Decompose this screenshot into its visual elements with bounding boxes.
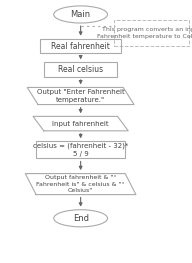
Text: Real fahrenheit: Real fahrenheit: [51, 42, 110, 50]
Text: This program converts an input
Fahrenheit temperature to Celsius.: This program converts an input Fahrenhei…: [97, 27, 192, 39]
Text: Output "Enter Fahrenheit
temperature.": Output "Enter Fahrenheit temperature.": [37, 89, 125, 103]
Text: Main: Main: [71, 10, 91, 19]
Text: Output fahrenheit & "°
Fahrenheit is" & celsius & "°
Celsius": Output fahrenheit & "° Fahrenheit is" & …: [36, 175, 125, 193]
Text: Input fahrenheit: Input fahrenheit: [52, 121, 109, 127]
Text: celsius = (fahrenheit - 32)*
5 / 9: celsius = (fahrenheit - 32)* 5 / 9: [33, 143, 128, 157]
Text: End: End: [73, 214, 89, 223]
Text: Real celsius: Real celsius: [58, 65, 103, 74]
